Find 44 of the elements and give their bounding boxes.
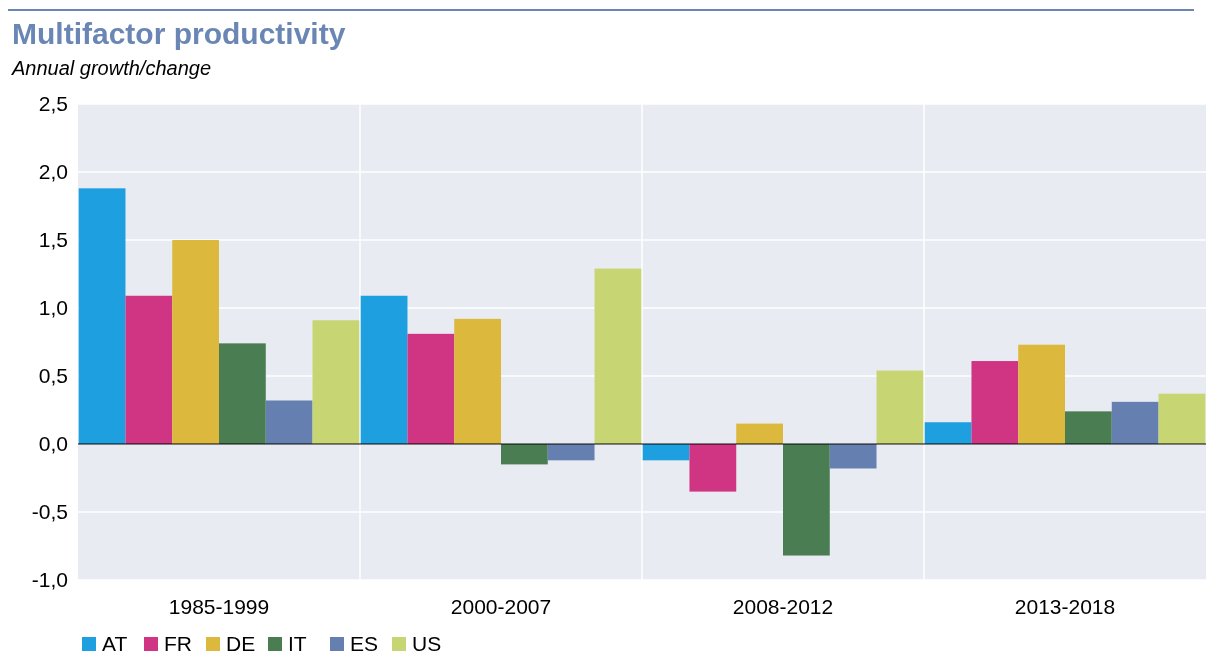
y-tick-label: 2,0 (38, 160, 68, 184)
y-tick-label: 0,0 (38, 432, 68, 456)
bar (547, 444, 595, 461)
bar (360, 295, 408, 444)
y-tick-label: 1,5 (38, 228, 68, 252)
bar (642, 444, 690, 461)
bar (1158, 393, 1206, 444)
legend-label: AT (102, 632, 128, 652)
legend-label: FR (164, 632, 192, 652)
y-tick-label: -1,0 (31, 568, 68, 592)
bar (1111, 401, 1159, 444)
legend-label: ES (350, 632, 379, 652)
y-tick-label: -0,5 (31, 500, 68, 524)
legend-label: US (412, 632, 442, 652)
bar (265, 400, 313, 444)
bar (736, 423, 783, 444)
bar (594, 268, 642, 444)
x-tick-label: 2008-2012 (732, 595, 834, 618)
y-tick-label: 1,0 (38, 296, 68, 320)
bar (501, 444, 548, 465)
bar (219, 343, 266, 444)
bar (125, 295, 173, 444)
legend-label: DE (226, 632, 256, 652)
legend-label: IT (288, 632, 307, 652)
bar (971, 361, 1019, 444)
chart-title: Multifactor productivity (12, 17, 346, 50)
bar (454, 318, 501, 444)
x-tick-label: 2000-2007 (450, 595, 552, 618)
bar (172, 240, 219, 444)
bar (312, 320, 360, 444)
bar (78, 188, 126, 444)
y-tick-label: 0,5 (38, 364, 68, 388)
bar (1065, 411, 1112, 444)
bar (1018, 344, 1065, 444)
bar (924, 422, 972, 444)
bar (407, 333, 455, 444)
bar (829, 444, 877, 469)
bar (689, 444, 737, 492)
bar (783, 444, 830, 556)
x-tick-label: 1985-1999 (168, 595, 270, 618)
bar (876, 370, 924, 444)
chart-subtitle: Annual growth/change (11, 57, 212, 79)
x-tick-label: 2013-2018 (1014, 595, 1116, 618)
y-tick-label: 2,5 (38, 92, 68, 116)
